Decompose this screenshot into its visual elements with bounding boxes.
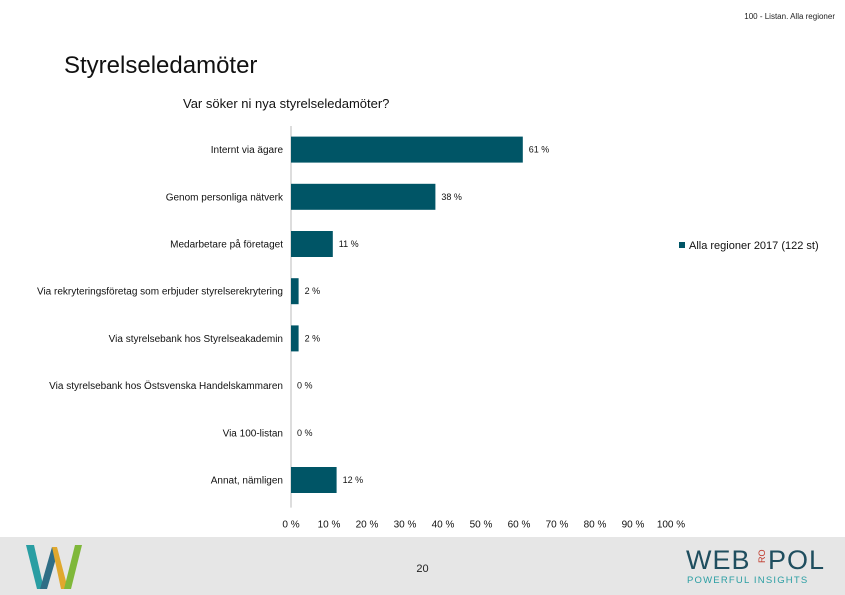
data-label: 11 % <box>339 239 359 249</box>
x-tick-label: 100 % <box>657 520 685 531</box>
brand-tagline: POWERFUL INSIGHTS <box>687 575 808 586</box>
category-label: Via styrelsebank hos Styrelseakademin <box>109 334 283 345</box>
brand-pol: POL <box>768 545 825 575</box>
bar <box>291 325 299 352</box>
header-note: 100 - Listan. Alla regioner <box>744 12 835 21</box>
x-tick-label: 50 % <box>470 520 493 531</box>
chart-title: Var söker ni nya styrelseledamöter? <box>183 96 389 111</box>
bar <box>291 136 523 163</box>
x-tick-label: 40 % <box>432 520 455 531</box>
data-label: 2 % <box>305 286 321 296</box>
bar <box>291 183 436 210</box>
category-label: Internt via ägare <box>211 145 284 156</box>
category-label: Annat, nämligen <box>211 476 283 487</box>
brand-ro: RO <box>757 550 767 564</box>
data-label: 12 % <box>343 475 364 485</box>
data-label: 61 % <box>529 145 550 155</box>
category-label: Medarbetare på företaget <box>170 239 283 251</box>
legend-swatch <box>679 242 685 248</box>
x-tick-label: 60 % <box>508 520 531 531</box>
bar <box>291 467 337 493</box>
x-tick-label: 70 % <box>546 520 569 531</box>
data-label: 0 % <box>297 381 313 391</box>
category-label: Genom personliga nätverk <box>166 192 284 203</box>
x-tick-label: 0 % <box>282 520 299 531</box>
x-tick-label: 30 % <box>394 520 417 531</box>
x-tick-label: 20 % <box>356 520 379 531</box>
footer: 20 WEB RO POL POWERFUL INSIGHTS <box>0 537 845 595</box>
data-label: 2 % <box>305 333 321 343</box>
slide-title: Styrelseledamöter <box>64 52 258 79</box>
category-label: Via rekryteringsföretag som erbjuder sty… <box>37 287 283 298</box>
bar-chart: Var söker ni nya styrelseledamöter? Inte… <box>37 96 819 531</box>
legend-label: Alla regioner 2017 (122 st) <box>689 240 819 252</box>
page-number: 20 <box>416 563 429 575</box>
brand-web: WEB <box>686 545 751 575</box>
webropol-logo: WEB RO POL POWERFUL INSIGHTS <box>686 545 825 586</box>
data-label: 0 % <box>297 428 313 438</box>
x-tick-label: 80 % <box>584 520 607 531</box>
data-label: 38 % <box>441 192 462 202</box>
bar <box>291 278 299 305</box>
bar <box>291 231 333 257</box>
x-tick-label: 90 % <box>622 520 645 531</box>
x-tick-label: 10 % <box>318 520 341 531</box>
w-logo-icon <box>26 545 82 589</box>
bars-layer: Internt via ägare 61 % Genom personliga nä… <box>37 126 685 531</box>
category-label: Via 100-listan <box>223 428 283 439</box>
category-label: Via styrelsebank hos Östsvenska Handelsk… <box>49 380 283 392</box>
legend: Alla regioner 2017 (122 st) <box>679 240 819 252</box>
